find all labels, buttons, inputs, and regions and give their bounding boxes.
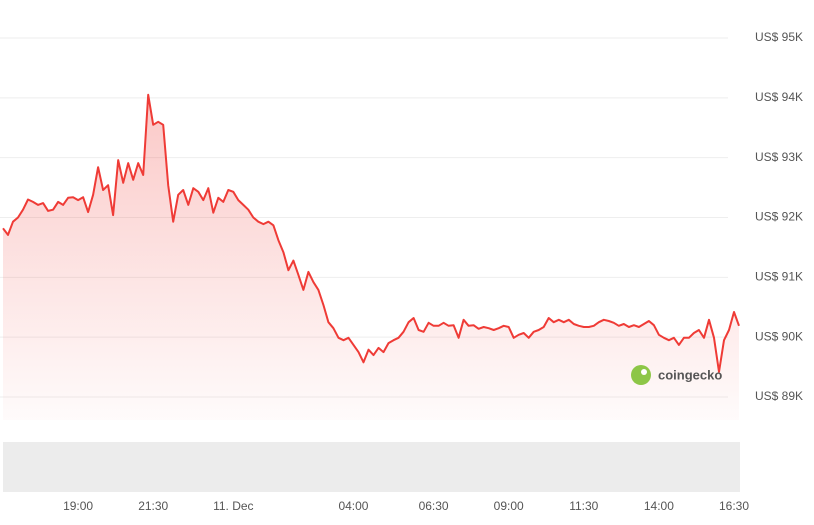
y-tick-label: US$ 90K: [755, 329, 803, 343]
x-tick-label: 11:30: [569, 499, 598, 513]
x-tick-label: 04:00: [338, 499, 368, 513]
x-tick-label: 06:30: [419, 499, 449, 513]
x-tick-label: 21:30: [138, 499, 168, 513]
y-tick-label: US$ 92K: [755, 210, 803, 224]
watermark: coingecko: [631, 365, 722, 385]
y-tick-label: US$ 93K: [755, 150, 803, 164]
y-tick-label: US$ 91K: [755, 270, 803, 284]
x-tick-label: 14:00: [644, 499, 674, 513]
y-tick-label: US$ 89K: [755, 389, 803, 403]
price-line: [2, 93, 740, 373]
price-area: [3, 94, 739, 421]
y-tick-label: US$ 95K: [755, 30, 803, 44]
x-tick-label: 19:00: [63, 499, 93, 513]
x-tick-label: 16:30: [719, 499, 749, 513]
watermark-text: coingecko: [658, 367, 722, 382]
x-tick-label: 09:00: [494, 499, 524, 513]
volume-band: [3, 442, 740, 492]
y-tick-label: US$ 94K: [755, 90, 803, 104]
watermark-logo: [631, 365, 651, 385]
x-tick-label: 11. Dec: [213, 499, 253, 513]
watermark-logo-eye: [641, 369, 647, 375]
